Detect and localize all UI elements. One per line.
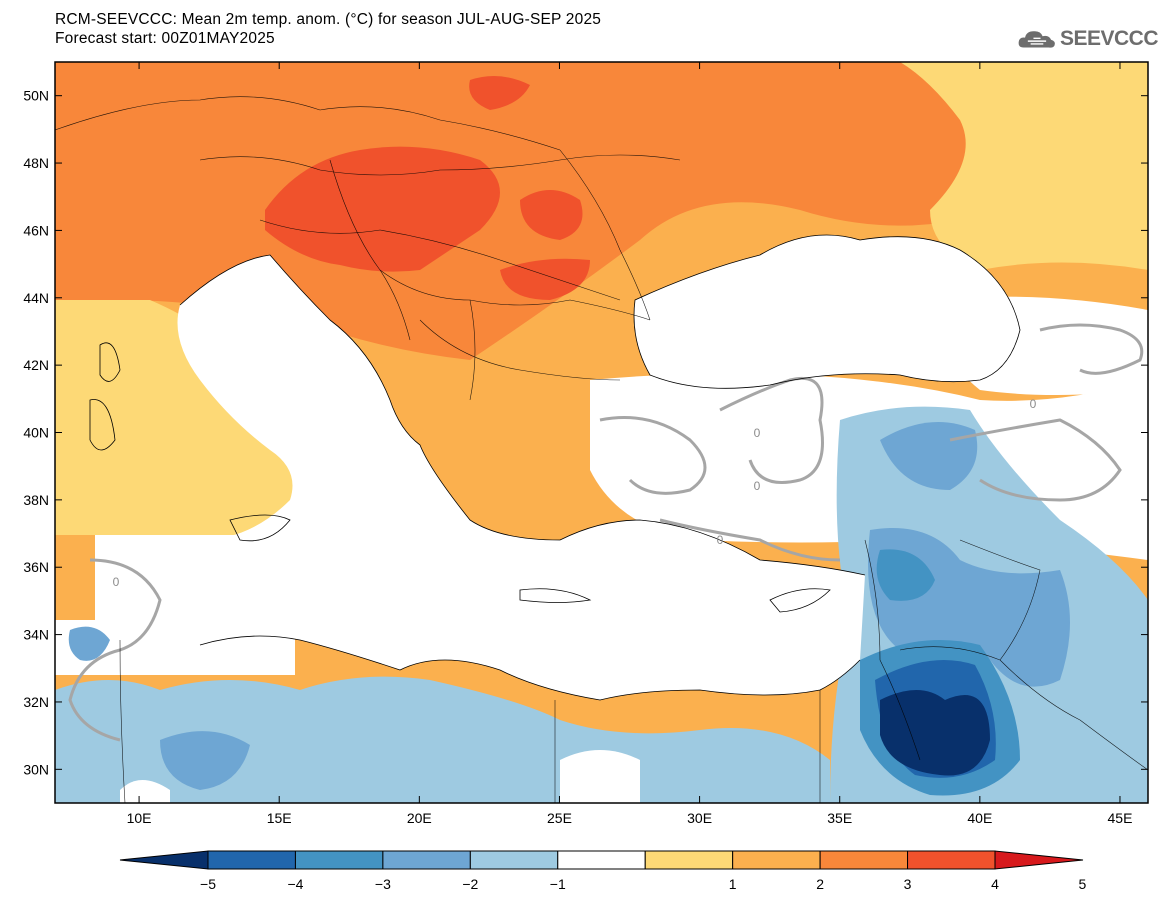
seevccc-logo: SEEVCCC <box>1018 24 1159 54</box>
contour-label: 0 <box>754 479 761 493</box>
lat-tick-label: 40N <box>23 425 49 441</box>
lat-tick-label: 48N <box>23 155 49 171</box>
colorbar-label: −4 <box>287 876 303 892</box>
lon-tick-label: 25E <box>547 810 572 826</box>
colorbar-swatch <box>819 850 909 870</box>
lon-tick-label: 15E <box>267 810 292 826</box>
colorbar-label: 1 <box>729 876 737 892</box>
logo-text: SEEVCCC <box>1059 27 1159 50</box>
lat-tick-label: 30N <box>23 761 49 777</box>
map-title-block: RCM-SEEVCCC: Mean 2m temp. anom. (°C) fo… <box>55 10 601 48</box>
colorbar-label: 5 <box>1079 876 1087 892</box>
lat-tick-label: 36N <box>23 559 49 575</box>
coastlines <box>89 234 1021 701</box>
contour-label: 0 <box>754 426 761 440</box>
colorbar-swatch <box>294 850 384 870</box>
colorbar-swatch <box>207 850 296 870</box>
lon-tick-label: 10E <box>127 810 152 826</box>
colorbar-swatch <box>557 850 646 870</box>
colorbar-swatch <box>907 850 996 870</box>
colorbar-swatch <box>644 850 734 870</box>
contour-labels: 0 0 0 0 0 <box>113 397 1037 589</box>
colorbar-label: −2 <box>462 876 478 892</box>
colorbar: −5 −4 −3 −2 −1 1 2 3 4 5 <box>119 850 1087 892</box>
lon-tick-label: 45E <box>1108 810 1133 826</box>
colorbar-label: 4 <box>991 876 999 892</box>
cloud-icon <box>1018 31 1055 48</box>
map-field <box>55 62 1148 803</box>
lat-tick-label: 32N <box>23 694 49 710</box>
contour-label: 0 <box>113 575 120 589</box>
colorbar-label: 2 <box>816 876 824 892</box>
lat-tick-label: 46N <box>23 222 49 238</box>
lon-tick-label: 40E <box>967 810 992 826</box>
lat-tick-label: 44N <box>23 290 49 306</box>
colorbar-swatch <box>732 850 821 870</box>
colorbar-label: −5 <box>200 876 216 892</box>
colorbar-label: 3 <box>904 876 912 892</box>
borders <box>55 96 1148 803</box>
forecast-start: Forecast start: 00Z01MAY2025 <box>55 30 275 47</box>
colorbar-label: −3 <box>375 876 391 892</box>
colorbar-right-arrow <box>994 850 1084 870</box>
lat-tick-label: 50N <box>23 88 49 104</box>
lat-tick-label: 38N <box>23 492 49 508</box>
contour-label: 0 <box>1030 397 1037 411</box>
colorbar-swatch <box>382 850 471 870</box>
map-title: RCM-SEEVCCC: Mean 2m temp. anom. (°C) fo… <box>55 11 602 28</box>
lat-tick-label: 42N <box>23 357 49 373</box>
lat-tick-label: 34N <box>23 627 49 643</box>
colorbar-left-arrow <box>119 850 209 870</box>
colorbar-label: −1 <box>550 876 566 892</box>
lon-tick-label: 20E <box>407 810 432 826</box>
longitude-ticks: 10E 15E 20E 25E 30E 35E 40E 45E <box>127 62 1133 826</box>
zero-contours <box>68 323 1144 742</box>
latitude-ticks: 50N 48N 46N 44N 42N 40N 38N 36N 34N 32N 30N <box>23 88 1148 777</box>
contour-label: 0 <box>717 533 724 547</box>
lon-tick-label: 35E <box>827 810 852 826</box>
colorbar-swatch <box>469 850 559 870</box>
lon-tick-label: 30E <box>687 810 712 826</box>
